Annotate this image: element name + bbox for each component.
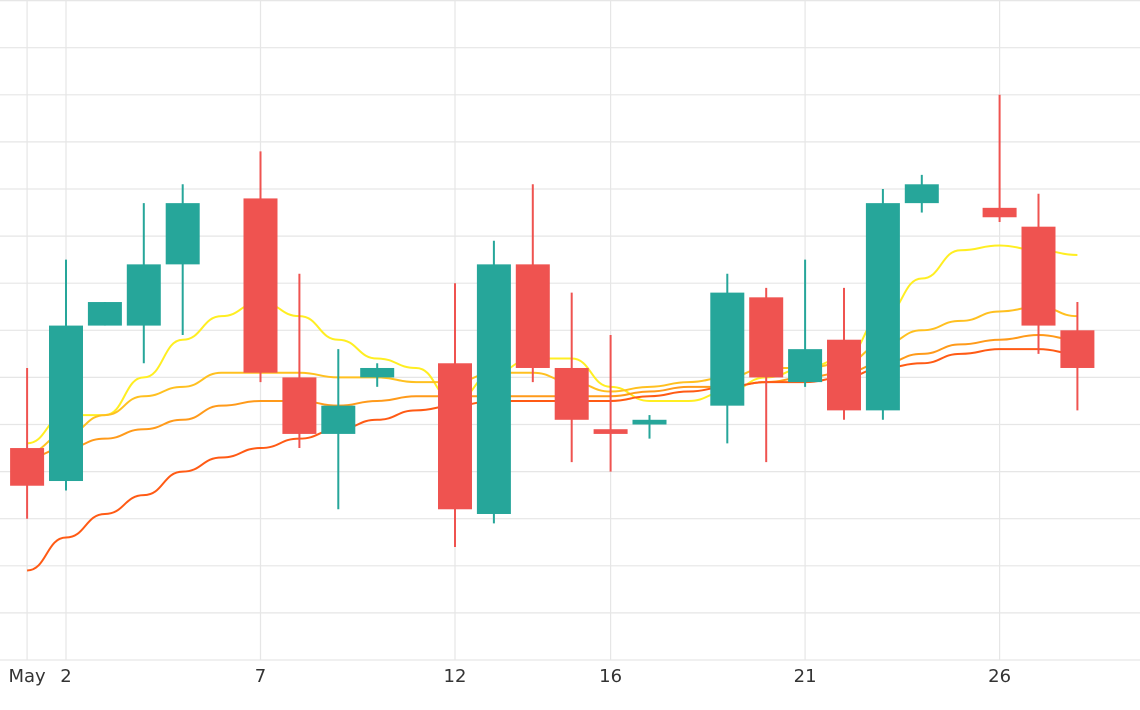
candle-body (321, 405, 356, 434)
candle (632, 415, 667, 439)
candle-body (126, 264, 161, 326)
candle-body (476, 264, 511, 514)
ma-line-2 (27, 305, 1078, 454)
candle-body (865, 203, 900, 411)
x-tick-label: 21 (794, 666, 817, 687)
candle-body (243, 198, 278, 373)
x-tick-label: 12 (444, 666, 467, 687)
candle-body (438, 363, 472, 510)
candle-body (749, 297, 784, 378)
candle (360, 363, 395, 387)
candle-body (827, 339, 861, 411)
candle (749, 287, 784, 463)
x-tick-label: 2 (60, 666, 71, 687)
candle (165, 184, 200, 336)
candle (10, 367, 45, 519)
grid (0, 0, 1140, 661)
ma-line-3 (27, 334, 1078, 459)
candle (865, 189, 900, 420)
candle-body (1060, 330, 1095, 368)
x-tick-label: 16 (599, 666, 622, 687)
candle (904, 174, 939, 213)
candle (1060, 302, 1095, 411)
ma-line-4 (26, 348, 1078, 572)
candle (321, 349, 356, 510)
candle-body (10, 448, 45, 486)
x-tick-label: 26 (988, 666, 1011, 687)
candle-body (632, 419, 667, 425)
candle (788, 259, 823, 387)
candles (10, 94, 1095, 547)
candle (49, 259, 83, 491)
x-axis-ticks: May 2 7 12 16 21 26 (8, 666, 1011, 687)
candle (554, 292, 589, 463)
candle-body (1021, 226, 1056, 326)
candle-body (282, 377, 317, 434)
candle (87, 302, 122, 326)
x-tick-label: May (8, 666, 46, 687)
candle-body (165, 203, 200, 265)
candle-body (554, 367, 589, 420)
candle-body (593, 429, 628, 434)
candle (1021, 193, 1056, 354)
candle (593, 335, 628, 472)
ma-line-1 (26, 244, 1078, 445)
candle-body (87, 302, 122, 326)
candle-body (788, 349, 823, 383)
candle (515, 184, 550, 383)
candle-body (982, 207, 1017, 218)
candle (282, 273, 317, 449)
candle (476, 240, 511, 524)
candle (710, 273, 745, 444)
candle (438, 283, 472, 547)
candle-body (49, 325, 83, 482)
candle (243, 151, 278, 383)
candle-body (360, 367, 395, 378)
candle (126, 203, 161, 364)
candle-body (515, 264, 550, 368)
candle (827, 287, 861, 420)
moving-average-lines (26, 244, 1078, 572)
candle (982, 94, 1017, 222)
x-tick-label: 7 (255, 666, 266, 687)
candle-body (904, 184, 939, 204)
candle-body (710, 292, 745, 406)
